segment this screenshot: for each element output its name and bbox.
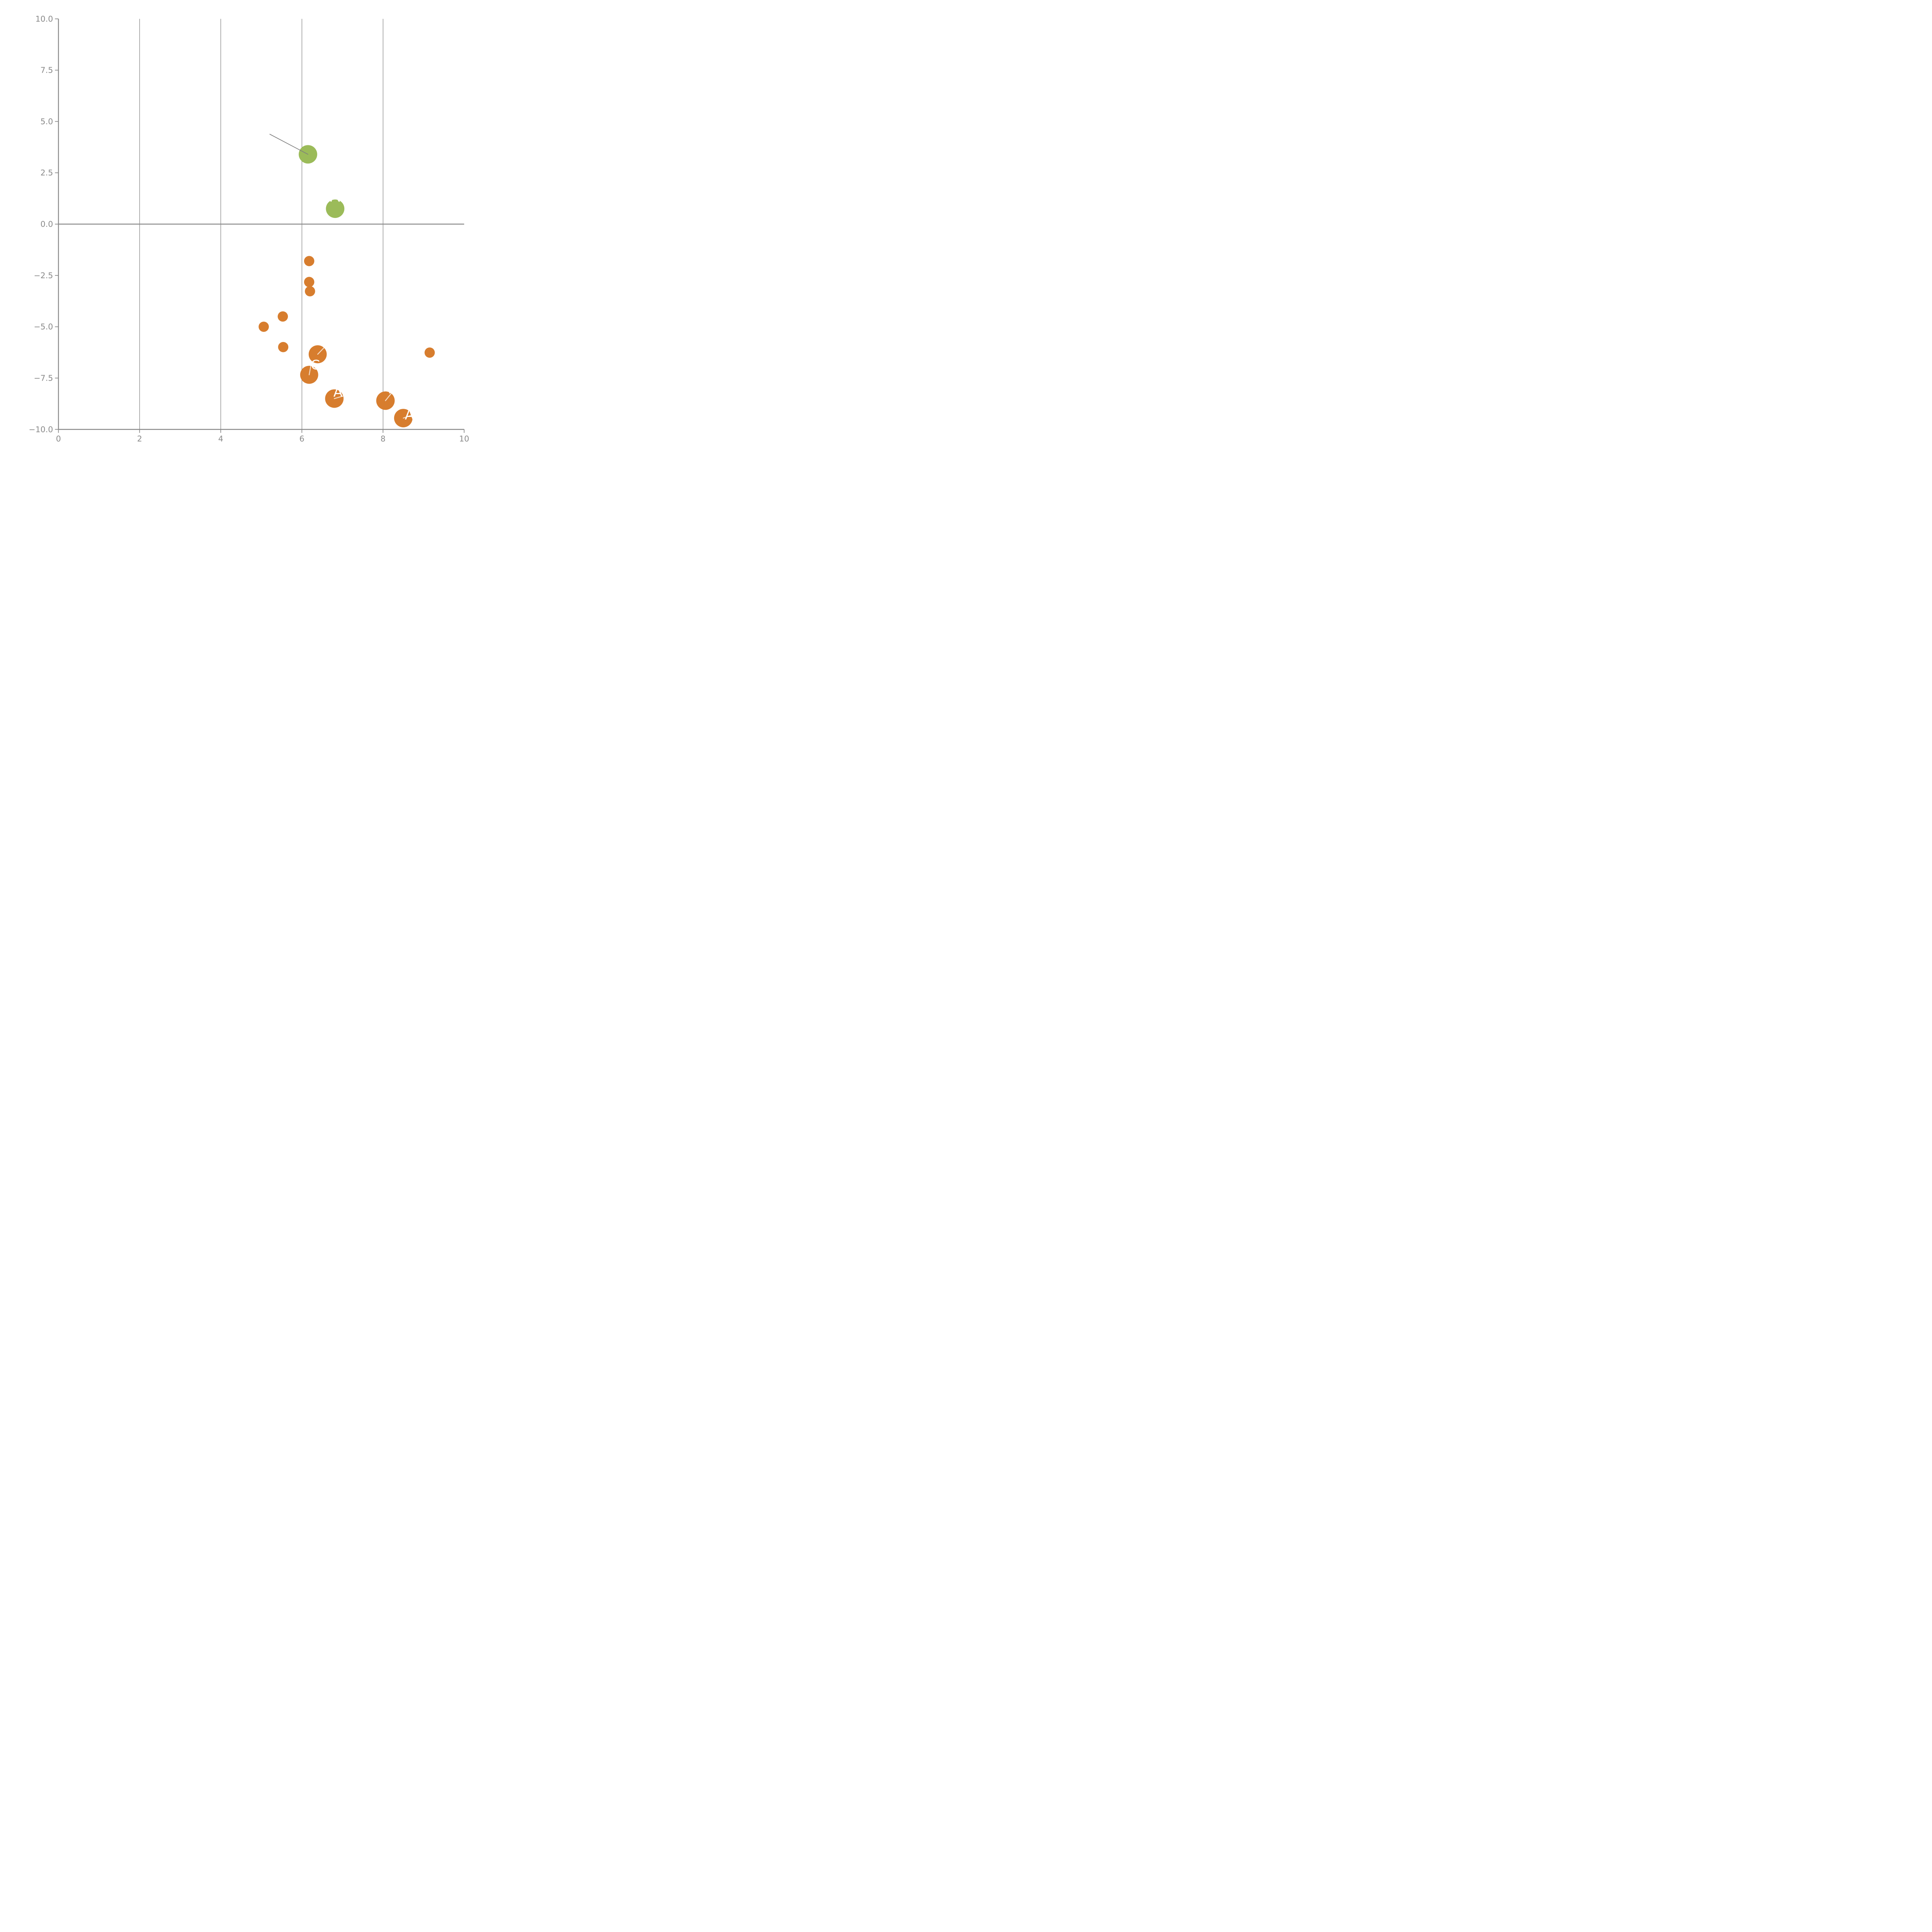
- y-tick-label: −5.0: [34, 322, 53, 332]
- negative-orange-bubbles-point-2: [304, 286, 315, 296]
- annotation-leader-line-5: [403, 415, 412, 419]
- label-fragment-4: [389, 389, 393, 394]
- y-tick-label: 0.0: [41, 219, 53, 229]
- negative-orange-bubbles-point-1: [304, 277, 315, 287]
- y-tick-label: −10.0: [29, 425, 53, 434]
- x-tick-label: 6: [299, 434, 304, 443]
- y-tick-label: 5.0: [41, 117, 53, 126]
- negative-orange-bubbles-point-4: [259, 321, 269, 332]
- annotation-leader-line-1: [317, 346, 326, 355]
- label-fragment-2: [337, 199, 340, 202]
- bubble-label-0: Cc: [311, 357, 327, 373]
- annotation-leader-line-3: [334, 395, 345, 399]
- label-fragment-1: [332, 198, 337, 199]
- y-tick-label: 2.5: [41, 168, 53, 177]
- annotation-leader-line-4: [385, 393, 392, 401]
- x-tick-label: 2: [137, 434, 142, 443]
- negative-orange-bubbles-point-5: [278, 342, 289, 352]
- negative-orange-bubbles-point-0: [304, 256, 315, 266]
- x-tick-label: 4: [218, 434, 223, 443]
- y-tick-label: −2.5: [34, 271, 53, 280]
- annotation-leader-line-2: [308, 363, 312, 376]
- bubble-label-2: A: [405, 408, 414, 423]
- bubble-label-1: A: [333, 385, 343, 400]
- y-tick-label: 10.0: [36, 14, 53, 24]
- annotation-leader-line-0: [269, 134, 308, 155]
- y-tick-label: 7.5: [41, 66, 53, 75]
- label-fragment-3: [304, 364, 310, 366]
- x-tick-label: 0: [56, 434, 61, 443]
- y-tick-label: −7.5: [34, 373, 53, 383]
- negative-orange-bubbles-point-11: [424, 347, 435, 358]
- positive-green-bubbles-point-1: [326, 199, 345, 218]
- bubble-chart: 10.0 7.5 5.0 2.5 0.0 −2.5 −5.0 −7.5 −10.00 2 4 6 8 10…: [29, 14, 469, 444]
- x-tick-label: 8: [381, 434, 386, 443]
- bubble-chart-figure: 10.0 7.5 5.0 2.5 0.0 −2.5 −5.0 −7.5 −10.0 0 2 4 6 8 10…: [0, 0, 483, 483]
- x-tick-label: 10: [459, 434, 469, 443]
- negative-orange-bubbles-point-3: [277, 311, 288, 322]
- label-fragment-0: [330, 198, 333, 202]
